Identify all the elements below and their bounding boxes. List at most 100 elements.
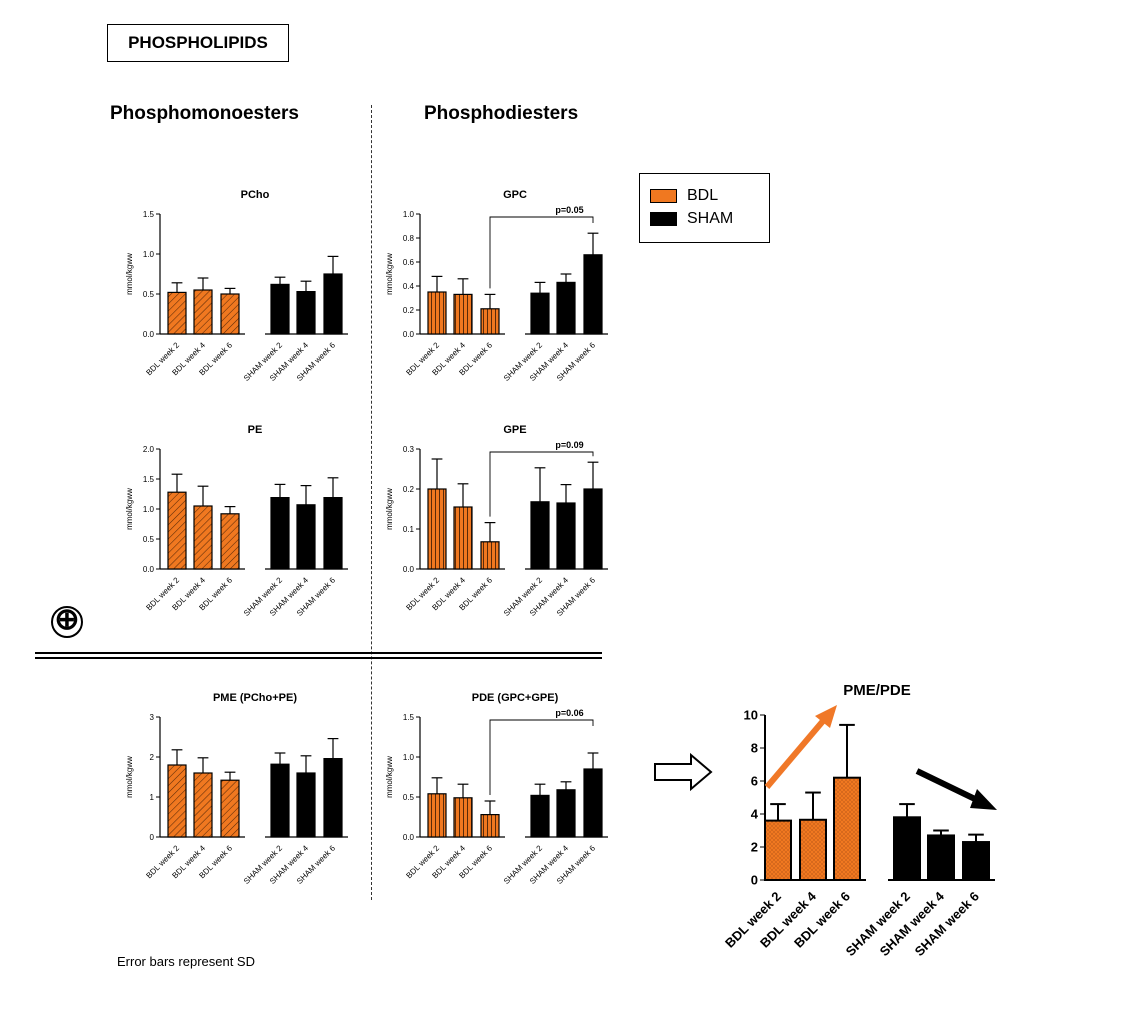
bar-sham-week-4: [556, 281, 576, 335]
significance-bracket: [489, 451, 594, 517]
section-divider-bottom: [35, 657, 602, 659]
bar-bdl-week-2: [167, 764, 187, 838]
bar-sham-week-6: [583, 768, 603, 838]
legend-item-sham: SHAM: [650, 209, 733, 229]
bar-sham-week-2: [270, 763, 290, 838]
legend-item-bdl: BDL: [650, 186, 718, 206]
chart-title: PME (PCho+PE): [213, 692, 297, 704]
y-tick-label: 4: [751, 807, 759, 822]
y-tick-label: 0: [150, 833, 155, 842]
y-tick-label: 0.4: [403, 282, 415, 291]
y-axis-label: mmol/kgww: [125, 756, 134, 798]
bar-bdl-week-2: [427, 488, 447, 570]
bar-bdl-week-2: [427, 291, 447, 335]
bar-sham-week-2: [893, 816, 921, 882]
trend-up-arrow-icon: [815, 705, 837, 728]
y-tick-label: 2.0: [143, 445, 155, 454]
y-tick-label: 10: [744, 708, 758, 723]
legend-swatch-bdl: [650, 189, 677, 203]
bar-sham-week-4: [296, 290, 316, 335]
chart-title: GPE: [503, 424, 526, 436]
p-value-label: p=0.09: [555, 440, 583, 450]
bar-sham-week-2: [530, 794, 550, 838]
significance-bracket: [489, 719, 594, 795]
y-tick-label: 0.2: [403, 306, 415, 315]
bar-bdl-week-4: [193, 772, 213, 838]
bar-bdl-week-6: [480, 814, 500, 838]
y-tick-label: 0.5: [143, 535, 155, 544]
y-axis-label: mmol/kgww: [385, 253, 394, 295]
y-tick-label: 1.0: [403, 210, 415, 219]
p-value-label: p=0.05: [555, 205, 583, 215]
y-axis-label: mmol/kgww: [125, 253, 134, 295]
bar-sham-week-4: [927, 834, 955, 881]
bar-sham-week-6: [323, 757, 343, 838]
chart-title: PE: [248, 424, 263, 436]
y-tick-label: 8: [751, 741, 758, 756]
y-tick-label: 0.1: [403, 525, 415, 534]
y-tick-label: 6: [751, 774, 758, 789]
chart-title: PME/PDE: [843, 682, 911, 699]
trend-down-arrow-shaft: [915, 768, 979, 803]
left-section-heading: Phosphomonoesters: [110, 103, 299, 124]
y-axis-label: mmol/kgww: [385, 488, 394, 530]
right-arrow-icon: [654, 752, 713, 792]
chart-title: PCho: [241, 189, 270, 201]
plus-circle-icon: ⊕: [51, 605, 83, 638]
column-divider: [371, 105, 372, 900]
bar-sham-week-6: [323, 496, 343, 570]
y-tick-label: 0.6: [403, 258, 415, 267]
y-tick-label: 1.0: [143, 250, 155, 259]
bar-sham-week-2: [530, 292, 550, 335]
right-section-heading: Phosphodiesters: [424, 103, 579, 124]
bar-bdl-week-6: [480, 308, 500, 335]
bar-bdl-week-4: [193, 289, 213, 335]
legend-swatch-sham: [650, 212, 677, 226]
bar-sham-week-6: [583, 488, 603, 570]
bar-bdl-week-2: [427, 793, 447, 838]
bar-bdl-week-2: [764, 819, 792, 882]
legend-label-bdl: BDL: [687, 187, 719, 204]
y-tick-label: 1.5: [143, 475, 155, 484]
bar-sham-week-4: [556, 789, 576, 838]
y-tick-label: 0.5: [403, 793, 415, 802]
legend: BDL SHAM: [639, 173, 770, 243]
y-tick-label: 2: [150, 753, 155, 762]
y-tick-label: 1: [150, 793, 155, 802]
bar-bdl-week-4: [799, 818, 827, 881]
y-tick-label: 1.5: [403, 713, 415, 722]
y-tick-label: 0.0: [403, 833, 415, 842]
y-axis-label: mmol/kgww: [385, 756, 394, 798]
section-divider-top: [35, 652, 602, 654]
y-tick-label: 0.3: [403, 445, 415, 454]
bar-sham-week-4: [556, 502, 576, 570]
bar-bdl-week-6: [220, 779, 240, 838]
bar-bdl-week-4: [453, 506, 473, 570]
bar-bdl-week-2: [167, 491, 187, 570]
bar-bdl-week-4: [193, 505, 213, 570]
bar-bdl-week-6: [833, 776, 861, 881]
bar-sham-week-2: [270, 496, 290, 570]
y-tick-label: 0.0: [403, 565, 415, 574]
y-tick-label: 2: [751, 840, 758, 855]
bar-sham-week-4: [296, 504, 316, 570]
bar-bdl-week-2: [167, 291, 187, 335]
y-tick-label: 3: [150, 713, 155, 722]
bar-bdl-week-4: [453, 293, 473, 335]
y-tick-label: 0.5: [143, 290, 155, 299]
chart-title: PDE (GPC+GPE): [472, 692, 559, 704]
y-tick-label: 0.0: [143, 565, 155, 574]
legend-label-sham: SHAM: [687, 210, 734, 227]
bar-sham-week-6: [323, 273, 343, 335]
bar-sham-week-4: [296, 772, 316, 838]
page-title: PHOSPHOLIPIDS: [107, 24, 289, 62]
y-tick-label: 1.0: [403, 753, 415, 762]
bar-sham-week-6: [962, 841, 990, 882]
bar-bdl-week-6: [220, 293, 240, 335]
y-tick-label: 0: [751, 873, 758, 888]
